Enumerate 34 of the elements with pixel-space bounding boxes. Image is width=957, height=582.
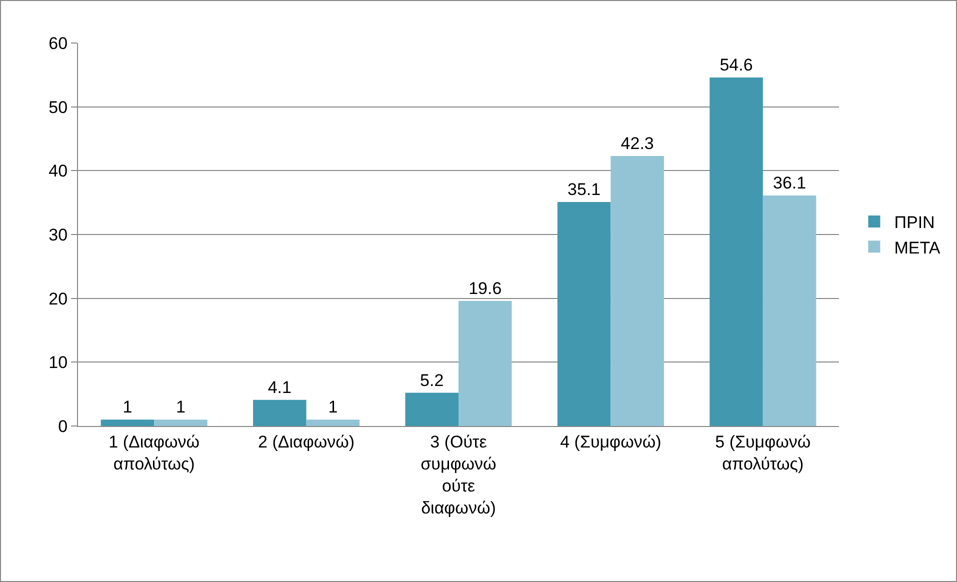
bar	[253, 400, 306, 426]
data-label: 4.1	[268, 378, 292, 397]
bar	[100, 420, 154, 426]
data-label: 1	[122, 398, 132, 417]
y-tick-label: 0	[58, 416, 68, 436]
x-tick-label: 5 (Συμφωνώ απολύτως)	[715, 432, 811, 474]
x-tick-label: 3 (Ούτε συμφωνώ ούτε διαφωνώ)	[420, 432, 496, 518]
y-tick-label: 40	[48, 162, 68, 181]
data-label: 54.6	[720, 55, 753, 74]
bar	[405, 392, 458, 426]
bar	[154, 420, 208, 426]
y-tick-label: 10	[48, 353, 68, 372]
bar	[610, 156, 664, 426]
bar	[557, 202, 611, 426]
bar	[710, 77, 763, 426]
y-tick-label: 30	[48, 225, 68, 244]
bar	[306, 420, 360, 426]
data-label: 1	[328, 398, 338, 417]
bar	[762, 196, 816, 426]
x-tick-label: 4 (Συμφωνώ)	[560, 432, 662, 452]
data-label: 42.3	[620, 134, 654, 153]
y-tick-label: 60	[48, 34, 68, 53]
x-tick-label: 1 (Διαφωνώ απολύτως)	[108, 432, 200, 474]
data-label: 5.2	[420, 370, 444, 390]
x-tick-label: 2 (Διαφωνώ)	[258, 432, 355, 452]
data-label: 19.6	[468, 278, 502, 298]
data-label: 36.1	[772, 174, 806, 193]
data-label: 1	[176, 398, 186, 417]
data-label: 35.1	[568, 180, 601, 199]
bar	[458, 300, 512, 426]
legend-label: ΜΕΤΑ	[894, 238, 941, 258]
y-tick-label: 20	[48, 289, 68, 308]
legend-label: ΠΡΙΝ	[894, 213, 935, 232]
y-tick-label: 50	[48, 98, 68, 117]
